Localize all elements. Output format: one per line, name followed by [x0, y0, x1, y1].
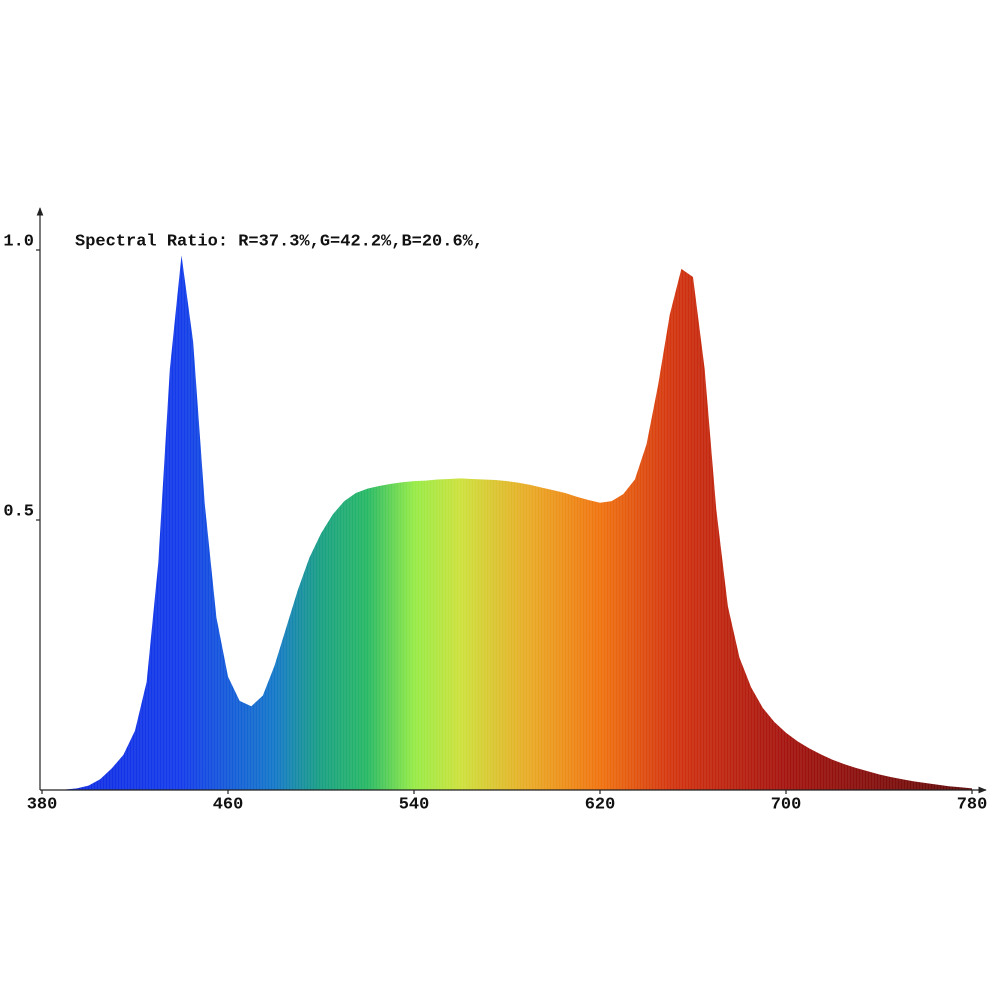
x-tick-label: 620 [585, 795, 616, 814]
x-tick-label: 460 [213, 795, 244, 814]
annotation: Spectral Ratio: R=37.3%,G=42.2%,B=20.6%, [75, 232, 483, 251]
y-tick-label: 1.0 [3, 232, 34, 251]
y-tick-label: 0.5 [3, 502, 34, 521]
x-tick-label: 540 [399, 795, 430, 814]
spectrum-area [42, 255, 972, 790]
x-tick-label: 380 [27, 795, 58, 814]
x-tick-label: 700 [771, 795, 802, 814]
x-tick-label: 780 [957, 795, 988, 814]
